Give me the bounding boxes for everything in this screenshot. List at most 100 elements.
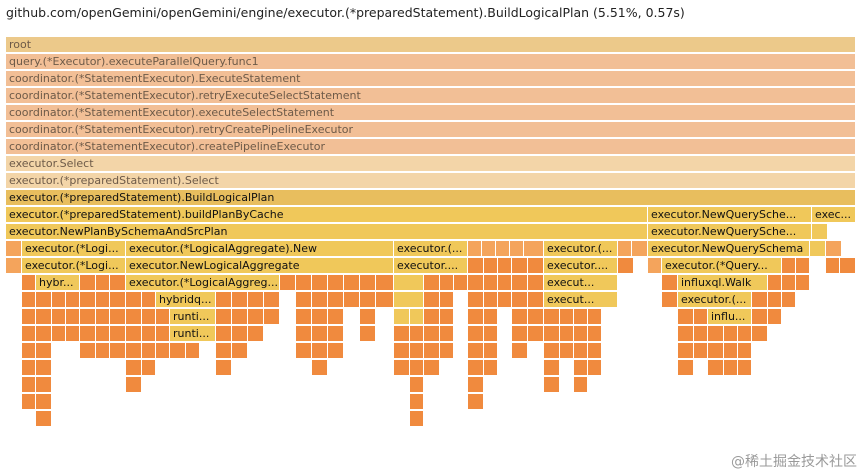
flame-frame[interactable] [410, 411, 424, 427]
flame-frame[interactable] [22, 292, 36, 308]
flame-frame-f12e[interactable]: executor.NewQuerySchema [648, 241, 810, 257]
flame-frame-f3[interactable]: coordinator.(*StatementExecutor).retryEx… [6, 88, 856, 104]
flame-frame[interactable] [544, 326, 560, 342]
flame-frame[interactable] [410, 394, 424, 410]
flame-frame-f4[interactable]: coordinator.(*StatementExecutor).execute… [6, 105, 856, 121]
flame-frame[interactable] [574, 377, 588, 393]
flame-frame-f9[interactable]: executor.(*preparedStatement).BuildLogic… [6, 190, 856, 206]
flame-frame[interactable] [694, 309, 708, 325]
flame-frame[interactable] [216, 326, 232, 342]
flame-frame[interactable] [66, 326, 80, 342]
flame-frame[interactable] [560, 309, 574, 325]
flame-frame[interactable] [344, 292, 360, 308]
flame-frame[interactable] [248, 309, 264, 325]
flame-frame[interactable] [440, 326, 454, 342]
flame-frame[interactable] [484, 292, 498, 308]
flame-frame[interactable] [512, 258, 528, 274]
flame-frame-f17a[interactable]: runti... [170, 326, 216, 342]
flame-frame[interactable] [264, 309, 280, 325]
flame-frame[interactable] [424, 292, 440, 308]
flame-frame-f16a[interactable]: runti... [170, 309, 216, 325]
flame-frame[interactable] [544, 343, 560, 359]
flame-frame[interactable] [360, 309, 376, 325]
flame-frame[interactable] [36, 343, 52, 359]
flame-frame[interactable] [360, 292, 376, 308]
flame-frame[interactable] [738, 326, 752, 342]
flame-frame[interactable] [66, 309, 80, 325]
flame-frame[interactable] [588, 326, 602, 342]
flame-frame[interactable] [724, 326, 738, 342]
flame-frame[interactable] [394, 360, 410, 376]
flame-frame[interactable] [498, 258, 512, 274]
flame-frame[interactable] [796, 275, 810, 291]
flame-frame-f14d[interactable]: influxql.Walk [678, 275, 768, 291]
flame-frame[interactable] [142, 360, 156, 376]
flame-frame[interactable] [440, 309, 454, 325]
flame-frame[interactable] [484, 343, 498, 359]
flame-frame[interactable] [528, 275, 544, 291]
flame-frame-f8[interactable]: executor.(*preparedStatement).Select [6, 173, 856, 189]
flame-frame[interactable] [512, 292, 528, 308]
flame-frame[interactable] [724, 360, 738, 376]
flame-frame[interactable] [484, 275, 498, 291]
flame-frame[interactable] [394, 275, 424, 291]
flame-frame-f11[interactable]: executor.NewPlanBySchemaAndSrcPlan [6, 224, 648, 240]
flame-frame[interactable] [96, 343, 110, 359]
flame-frame[interactable] [424, 343, 440, 359]
flame-frame[interactable] [662, 275, 678, 291]
flame-frame[interactable] [22, 343, 36, 359]
flame-frame-root[interactable]: root [6, 37, 856, 53]
flame-frame[interactable] [618, 241, 632, 257]
flame-frame[interactable] [22, 394, 36, 410]
flame-frame[interactable] [544, 309, 560, 325]
flame-frame[interactable] [142, 292, 156, 308]
flame-frame[interactable] [468, 258, 484, 274]
flame-frame[interactable] [544, 360, 560, 376]
flame-frame[interactable] [588, 309, 602, 325]
flame-frame[interactable] [528, 258, 544, 274]
flame-frame[interactable] [752, 292, 768, 308]
flame-frame[interactable] [296, 309, 312, 325]
flame-frame[interactable] [574, 360, 588, 376]
flame-frame[interactable] [248, 326, 264, 342]
flame-frame[interactable] [36, 360, 52, 376]
flame-frame[interactable] [126, 377, 142, 393]
flame-frame[interactable] [574, 343, 588, 359]
flame-frame[interactable] [544, 377, 560, 393]
flame-frame[interactable] [662, 292, 678, 308]
flame-frame[interactable] [574, 309, 588, 325]
flame-frame[interactable] [394, 309, 410, 325]
flame-frame[interactable] [498, 275, 512, 291]
flame-frame[interactable] [6, 258, 22, 274]
flame-frame[interactable] [752, 326, 768, 342]
flame-frame[interactable] [424, 309, 440, 325]
flame-frame[interactable] [80, 292, 96, 308]
flame-frame[interactable] [440, 343, 454, 359]
flame-frame[interactable] [36, 326, 52, 342]
flame-frame[interactable] [36, 394, 52, 410]
flame-frame[interactable] [768, 275, 782, 291]
flame-frame[interactable] [280, 275, 296, 291]
flame-frame[interactable] [424, 275, 440, 291]
flame-frame-f2[interactable]: coordinator.(*StatementExecutor).Execute… [6, 71, 856, 87]
flame-frame[interactable] [110, 275, 126, 291]
flame-frame[interactable] [296, 292, 312, 308]
flame-frame[interactable] [840, 258, 856, 274]
flame-frame[interactable] [52, 326, 66, 342]
flame-frame[interactable] [6, 241, 22, 257]
flame-frame[interactable] [738, 343, 752, 359]
flame-frame[interactable] [126, 326, 142, 342]
flame-frame[interactable] [410, 343, 424, 359]
flame-frame[interactable] [468, 292, 484, 308]
flame-frame[interactable] [826, 258, 840, 274]
flame-frame[interactable] [328, 343, 344, 359]
flame-frame[interactable] [394, 326, 410, 342]
flame-frame[interactable] [296, 275, 312, 291]
flame-frame[interactable] [512, 343, 528, 359]
flame-frame[interactable] [264, 292, 280, 308]
flame-frame[interactable] [142, 326, 156, 342]
flame-frame[interactable] [232, 309, 248, 325]
flame-frame[interactable] [410, 326, 424, 342]
flame-frame[interactable] [394, 343, 410, 359]
flame-frame[interactable] [186, 343, 200, 359]
